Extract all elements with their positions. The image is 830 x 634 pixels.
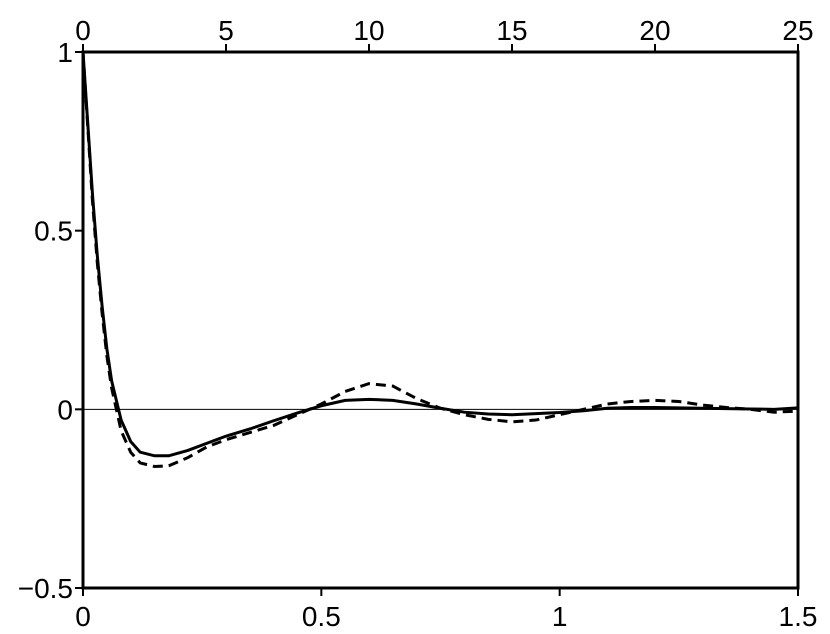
x2-tick-label: 0 bbox=[75, 15, 91, 46]
x-tick-label: 0 bbox=[75, 601, 91, 632]
plot-frame bbox=[81, 50, 800, 590]
line-series bbox=[81, 51, 799, 458]
y-tick-label: 1 bbox=[57, 37, 73, 68]
x2-tick-label: 10 bbox=[353, 15, 384, 46]
x-tick-label: 1 bbox=[552, 601, 568, 632]
y-tick-label: 0.5 bbox=[34, 216, 73, 247]
y-tick-label: 0 bbox=[57, 394, 73, 425]
x2-tick-label: 25 bbox=[782, 15, 813, 46]
x-tick-label: 0.5 bbox=[302, 601, 341, 632]
x2-tick-label: 15 bbox=[496, 15, 527, 46]
x2-tick-label: 20 bbox=[639, 15, 670, 46]
line-series bbox=[81, 51, 799, 469]
x2-tick-label: 5 bbox=[218, 15, 234, 46]
y-tick-label: −0.5 bbox=[18, 573, 73, 604]
x-tick-label: 1.5 bbox=[779, 601, 818, 632]
